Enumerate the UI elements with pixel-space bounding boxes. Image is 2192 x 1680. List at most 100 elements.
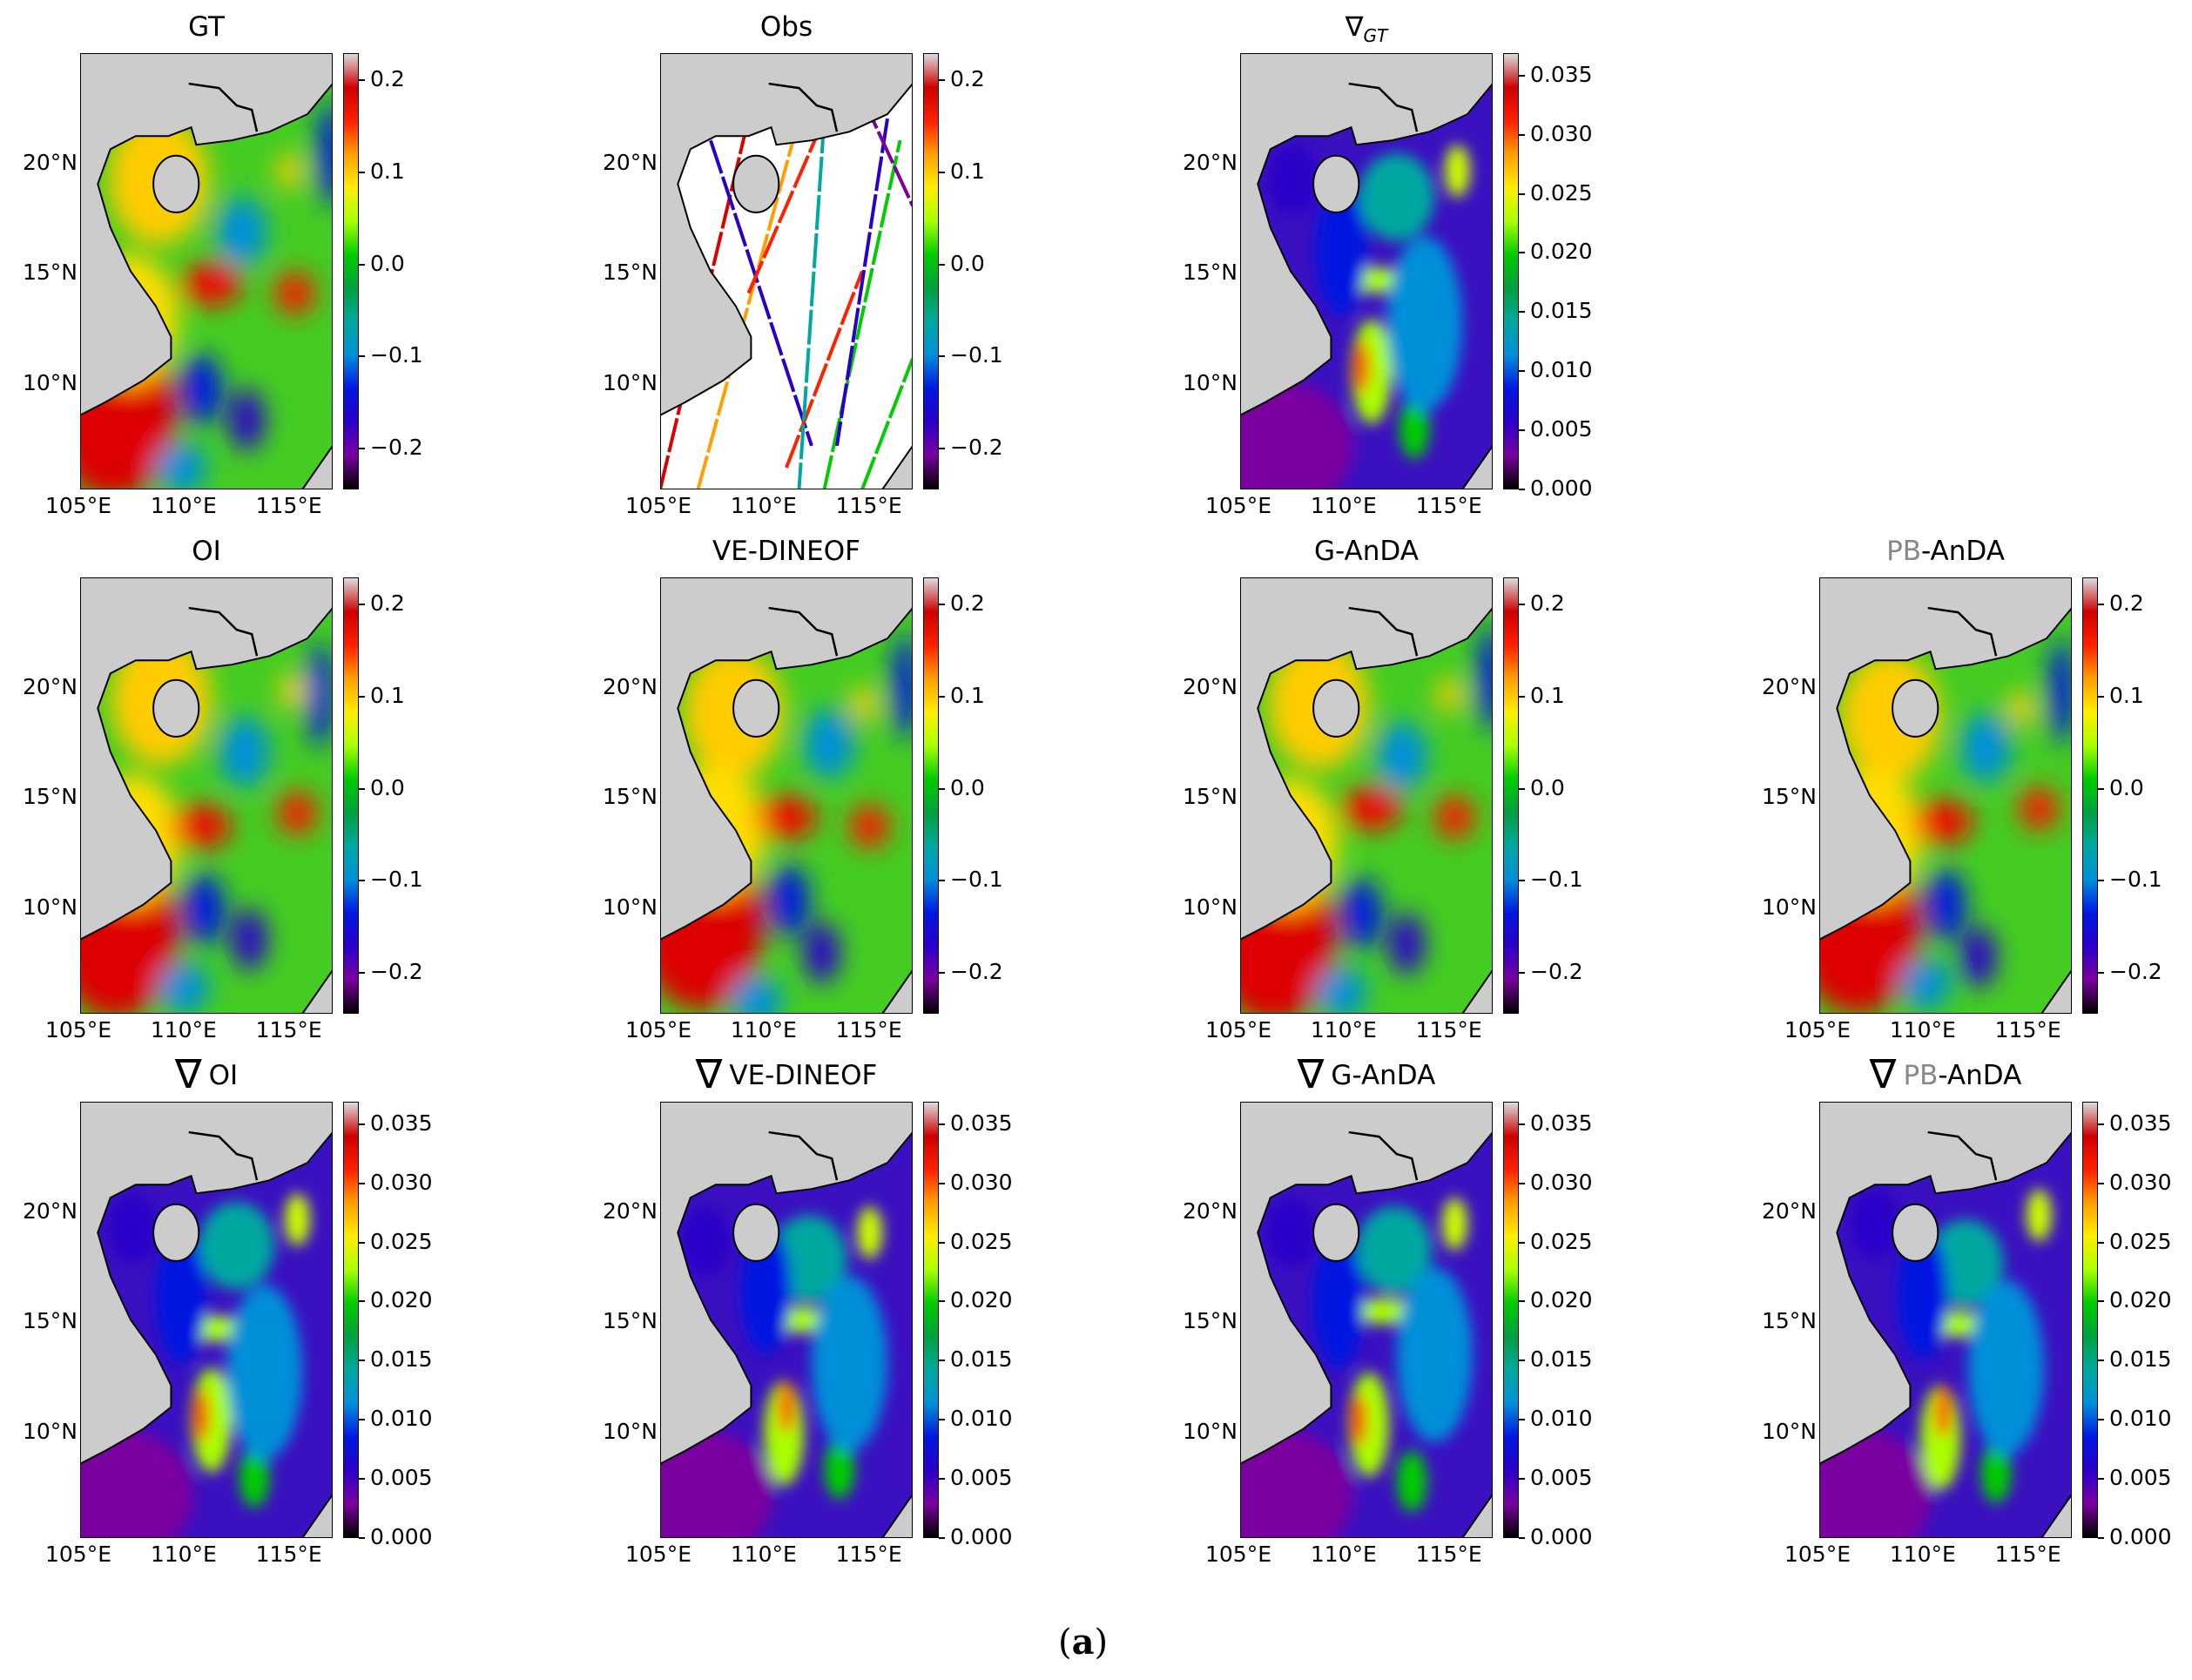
x-tick-label: 105°E <box>1205 1017 1272 1042</box>
sea-field <box>1240 84 1493 489</box>
hainan-island <box>1312 678 1360 738</box>
hainan-island <box>152 678 200 738</box>
x-tick-label: 115°E <box>255 1017 322 1042</box>
x-tick-label: 105°E <box>625 1542 692 1567</box>
x-tick-label: 115°E <box>835 493 902 518</box>
colorbar-tick-label: 0.030 <box>939 1170 1013 1195</box>
coastline <box>1240 1130 1493 1538</box>
panel-title: ∇ G-AnDA <box>1240 1054 1493 1094</box>
y-tick-label: 10°N <box>602 369 658 395</box>
field-feature <box>733 921 759 966</box>
colorbar-tick-label: 0.015 <box>359 1346 433 1372</box>
field-feature <box>1437 678 1463 713</box>
field-feature <box>1376 721 1427 792</box>
colorbar <box>1503 1102 1519 1538</box>
field-feature <box>756 795 817 840</box>
x-tick-label: 115°E <box>1415 1017 1482 1042</box>
colorbar-tick-label: 0.030 <box>1519 121 1593 146</box>
field-feature <box>1341 878 1382 948</box>
colorbar-tick-label: −0.2 <box>2098 959 2162 984</box>
colorbar-tick-label: −0.2 <box>939 959 1003 984</box>
field-feature <box>219 717 270 787</box>
sea-field <box>1240 1132 1493 1538</box>
field-feature <box>1477 625 1493 731</box>
colorbar-tick-label: 0.2 <box>1519 590 1565 616</box>
y-tick-label: 15°N <box>22 1308 78 1334</box>
field-feature <box>2048 638 2072 744</box>
border-line <box>1927 1130 1998 1181</box>
colorbar-tick-label: 0.035 <box>1519 1110 1593 1136</box>
colorbar-tick-label: −0.1 <box>939 867 1003 892</box>
x-tick-label: 110°E <box>1310 1542 1377 1567</box>
coastline <box>660 1130 913 1538</box>
field-feature <box>2026 1189 2052 1242</box>
colorbar-tick-label: 0.025 <box>939 1229 1013 1254</box>
colorbar-tick-label: −0.1 <box>1519 867 1583 892</box>
heatmap <box>80 1102 333 1538</box>
title-gray-part: PB <box>1886 536 1922 567</box>
border-line <box>1348 1130 1419 1181</box>
title-gray-part: PB <box>1903 1060 1939 1091</box>
border-line <box>1927 606 1998 657</box>
colorbar-tick-label: 0.1 <box>1519 683 1565 708</box>
colorbar-tick-label: −0.2 <box>359 959 423 984</box>
colorbar <box>923 1102 939 1538</box>
field-feature <box>804 921 840 983</box>
nabla-symbol: ∇ <box>174 1050 202 1097</box>
nabla-symbol: ∇ <box>1297 1050 1325 1097</box>
field-feature <box>229 388 265 450</box>
satellite-track <box>860 357 913 489</box>
field-feature <box>1890 926 1916 970</box>
field-feature <box>1444 145 1470 198</box>
y-tick-label: 20°N <box>1182 1198 1238 1224</box>
field-feature <box>1351 1393 1366 1447</box>
y-tick-label: 10°N <box>22 894 78 920</box>
y-tick-label: 15°N <box>602 1308 658 1334</box>
x-tick-label: 110°E <box>1889 1542 1956 1567</box>
heatmap <box>1240 577 1493 1014</box>
x-tick-label: 115°E <box>835 1017 902 1042</box>
hainan-island <box>732 154 780 213</box>
field-feature <box>1359 153 1435 241</box>
title-text: OI <box>208 1060 239 1091</box>
border-line <box>768 82 839 132</box>
field-feature <box>1912 800 1973 844</box>
coastline <box>1819 1130 2072 1538</box>
colorbar-tick-label: 0.030 <box>359 1170 433 1195</box>
field-feature <box>226 1285 303 1460</box>
field-feature <box>239 1446 270 1508</box>
field-feature <box>158 961 209 1014</box>
panel-title: Obs <box>660 11 913 43</box>
field-feature <box>1316 184 1366 315</box>
x-tick-label: 110°E <box>1310 1017 1377 1042</box>
y-tick-label: 20°N <box>602 149 658 175</box>
y-tick-label: 10°N <box>1761 1418 1817 1444</box>
panel-title: PB-AnDA <box>1819 536 2072 567</box>
coastline <box>1240 606 1493 1014</box>
field-feature <box>280 673 306 709</box>
title-text: OI <box>192 536 221 567</box>
colorbar-tick-label: 0.2 <box>359 66 405 91</box>
colorbar-tick-label: 0.010 <box>2098 1406 2172 1431</box>
y-tick-label: 10°N <box>22 1418 78 1444</box>
title-text: -AnDA <box>1921 536 2005 567</box>
hainan-island <box>732 1203 780 1262</box>
colorbar <box>343 53 359 489</box>
colorbar-tick-label: 0.025 <box>1519 1229 1593 1254</box>
colorbar-tick-label: 0.1 <box>939 683 985 708</box>
x-tick-label: 115°E <box>1994 1017 2061 1042</box>
y-tick-label: 10°N <box>1182 369 1238 395</box>
heatmap <box>660 53 913 489</box>
field-feature <box>156 1232 206 1364</box>
colorbar-tick-label: 0.000 <box>359 1524 433 1549</box>
x-tick-label: 110°E <box>150 493 217 518</box>
hainan-island <box>152 154 200 213</box>
x-tick-label: 105°E <box>1205 493 1272 518</box>
colorbar-tick-label: 0.0 <box>359 251 405 276</box>
colorbar-tick-label: 0.1 <box>359 683 405 708</box>
map-panel: ∇GT 105°E 110°E 115°E 20°N 15°N 10°N 0.035 0.030… <box>1183 11 1693 576</box>
x-tick-label: 105°E <box>1784 1542 1851 1567</box>
border-line <box>768 1130 839 1181</box>
border-line <box>768 606 839 657</box>
satellite-track <box>696 118 801 489</box>
